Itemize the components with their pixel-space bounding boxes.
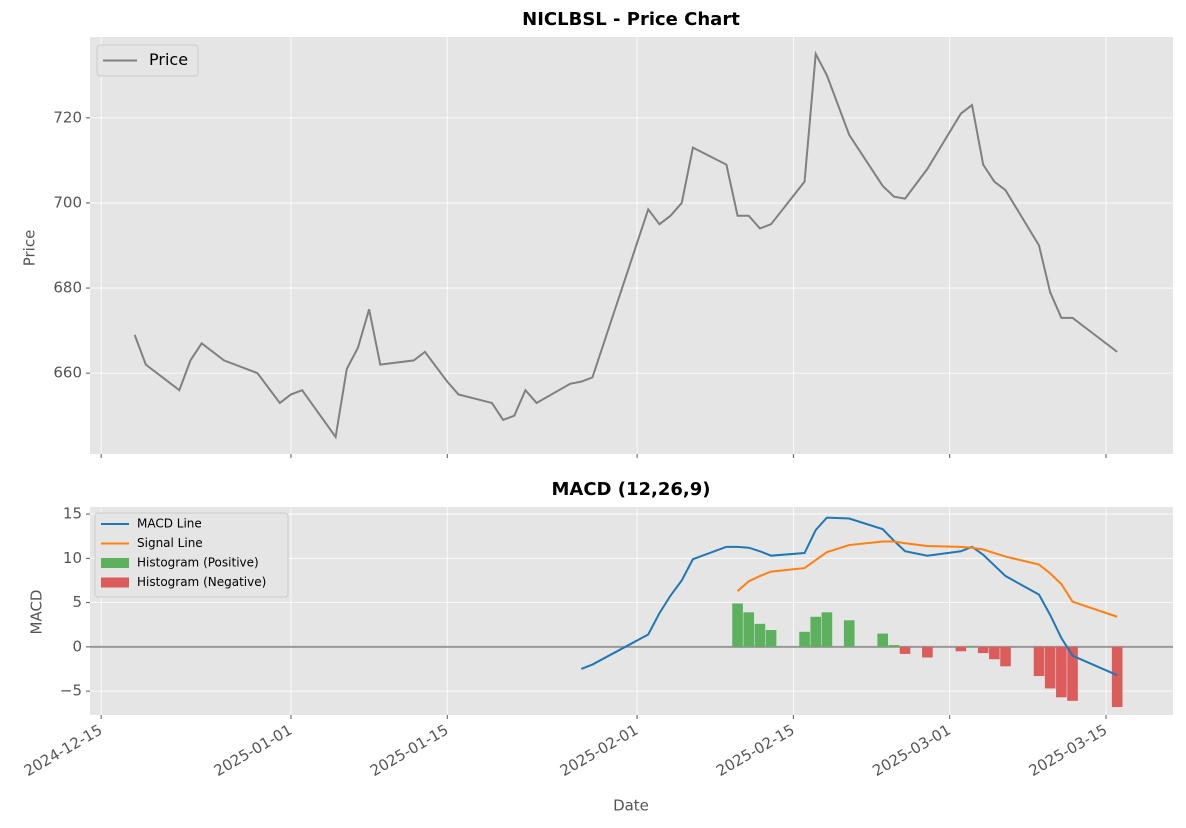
histogram-bar [1044,646,1056,689]
histogram-bar [977,646,989,654]
legend: Price [96,44,199,77]
histogram-bar [743,612,755,647]
x-tick-label: 2025-02-15 [713,721,798,780]
x-tick-label: 2024-12-15 [21,721,106,780]
y-axis-label: Price [21,230,39,267]
y-tick-label: 720 [53,108,82,126]
histogram-bar [1000,646,1011,667]
legend-label: Signal Line [137,536,203,550]
series-line [133,50,1118,440]
histogram-bar [955,646,967,652]
histogram-bar [810,616,822,647]
chart-title: MACD (12,26,9) [551,479,710,500]
legend-label: Histogram (Positive) [137,556,259,570]
histogram-bar [1033,646,1045,677]
legend-label: MACD Line [137,517,202,531]
y-tick-label: 680 [53,279,82,297]
histogram-bar [732,603,743,647]
histogram-bar [888,645,900,647]
x-axis-label: Date [613,797,649,815]
histogram-bar [843,620,855,647]
histogram-bar [754,623,766,647]
y-tick-label: 660 [53,364,82,382]
histogram-bar [1056,646,1067,698]
y-tick-label: 5 [72,593,82,611]
x-tick-label: 2025-01-15 [367,721,452,780]
chart-title: NICLBSL - Price Chart [522,9,740,30]
histogram-bar [922,646,933,658]
legend: MACD Line Signal Line Histogram (Positive)… [94,512,289,598]
histogram-bar [1111,646,1123,708]
x-tick-label: 2025-03-01 [869,721,954,780]
y-tick-label: 0 [72,637,82,655]
plot-area [90,37,1173,454]
histogram-bar [989,646,1000,660]
y-tick-label: −5 [60,682,82,700]
y-tick-label: 700 [53,193,82,211]
histogram-bar [765,630,777,647]
legend-swatch [101,577,129,588]
x-tick-label: 2025-01-01 [211,721,296,780]
series-line [736,540,1118,618]
x-tick-label: 2025-02-01 [557,721,642,780]
y-tick-label: 15 [63,505,82,523]
legend-swatch [101,558,129,568]
x-tick-label: 2025-03-15 [1026,721,1111,780]
histogram-bar [899,646,911,654]
histogram-bar [1067,646,1078,701]
series-line [580,516,1118,677]
histogram-bar [877,633,889,647]
legend-label: Price [149,50,188,69]
histogram-bar [799,631,810,647]
legend-box [94,512,289,598]
histogram-bar [821,612,833,647]
y-axis-label: MACD [28,590,46,635]
legend-label: Histogram (Negative) [137,575,266,589]
legend-box [96,44,199,77]
y-tick-label: 10 [63,549,82,567]
histogram-bar [966,645,978,647]
